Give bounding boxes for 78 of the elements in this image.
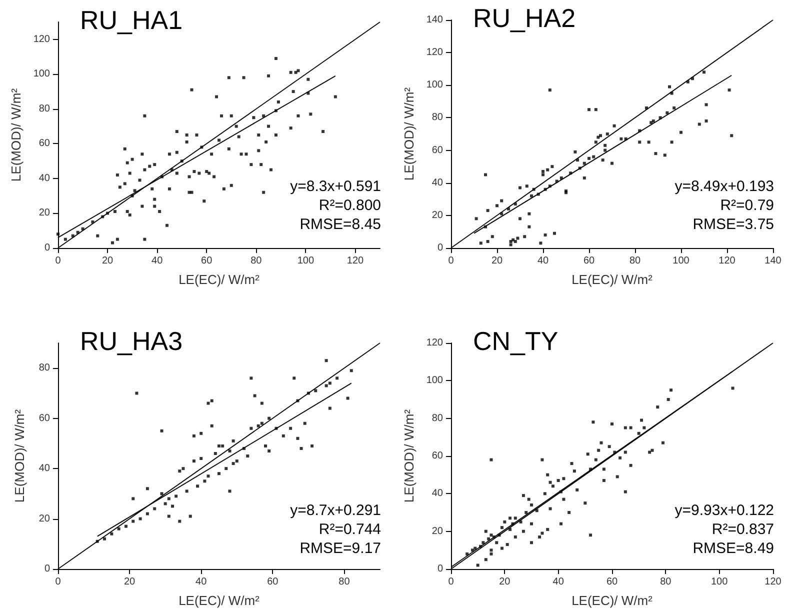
- annotation: y=8.3x+0.591: [290, 178, 382, 195]
- x-tick-label: 40: [196, 576, 208, 588]
- y-tick-label: 80: [38, 362, 50, 374]
- x-tick-label: 60: [267, 576, 279, 588]
- chart-title: RU_HA3: [80, 326, 183, 356]
- y-tick-label: 100: [426, 80, 444, 91]
- y-tick-label: 60: [432, 450, 444, 462]
- y-tick-label: 140: [426, 14, 444, 26]
- x-axis-title: LE(EC)/ W/m²: [572, 593, 654, 608]
- annotation: y=9.93x+0.122: [674, 502, 774, 519]
- y-tick-label: 40: [38, 172, 50, 184]
- annotation: R²=0.837: [712, 521, 774, 538]
- y-tick-label: 40: [432, 488, 444, 500]
- x-axis-title: LE(EC)/ W/m²: [178, 593, 260, 608]
- y-tick-label: 60: [432, 144, 444, 156]
- y-tick-label: 80: [432, 412, 444, 424]
- x-tick-label: 20: [124, 576, 136, 588]
- x-tick-label: 100: [672, 256, 690, 266]
- chart-title: CN_TY: [473, 326, 558, 356]
- x-tick-label: 0: [55, 256, 62, 266]
- y-tick-label: 60: [38, 138, 50, 150]
- annotation: RMSE=8.45: [300, 216, 382, 233]
- x-tick-label: 40: [152, 256, 164, 266]
- y-tick-label: 100: [33, 68, 50, 80]
- y-tick-label: 20: [38, 513, 50, 524]
- y-tick-label: 40: [432, 177, 444, 188]
- x-tick-label: 100: [710, 576, 728, 588]
- y-tick-label: 120: [426, 47, 444, 58]
- y-tick-label: 20: [432, 526, 444, 537]
- x-axis-title: LE(EC)/ W/m²: [572, 272, 654, 287]
- y-axis-title: LE(MOD)/ W/m²: [401, 86, 416, 181]
- x-axis-title: LE(EC)/ W/m²: [178, 272, 260, 287]
- x-tick-label: 140: [764, 256, 782, 266]
- x-tick-label: 40: [552, 576, 564, 588]
- x-tick-label: 40: [537, 256, 549, 266]
- y-tick-label: 60: [38, 412, 50, 424]
- chart-title: RU_HA2: [473, 3, 576, 33]
- annotation: RMSE=8.49: [692, 540, 774, 557]
- annotation: R²=0.744: [318, 521, 381, 538]
- y-tick-label: 100: [426, 375, 444, 386]
- x-tick-label: 80: [629, 256, 641, 266]
- x-tick-label: 60: [583, 256, 595, 266]
- x-tick-label: 100: [297, 256, 314, 266]
- y-tick-label: 80: [432, 112, 444, 124]
- chart-title: RU_HA1: [80, 5, 183, 35]
- y-tick-label: 20: [432, 210, 444, 221]
- x-tick-label: 0: [55, 576, 62, 588]
- annotation: RMSE=9.17: [300, 540, 382, 557]
- x-tick-label: 20: [102, 256, 114, 266]
- x-tick-label: 80: [250, 256, 262, 266]
- annotation: y=8.7x+0.291: [290, 502, 382, 519]
- annotation: R²=0.79: [720, 197, 774, 214]
- annotation: RMSE=3.75: [692, 216, 774, 233]
- x-tick-label: 80: [660, 576, 672, 588]
- y-axis-title: LE(MOD)/ W/m²: [8, 88, 24, 182]
- x-tick-label: 120: [346, 256, 364, 266]
- x-tick-label: 120: [764, 576, 782, 588]
- x-tick-label: 0: [448, 256, 454, 266]
- y-tick-label: 40: [38, 463, 50, 474]
- y-tick-label: 120: [426, 338, 444, 348]
- annotation: R²=0.800: [318, 197, 381, 214]
- x-tick-label: 60: [201, 256, 213, 266]
- y-tick-label: 0: [437, 242, 444, 254]
- y-tick-label: 80: [38, 103, 50, 114]
- x-tick-label: 0: [448, 576, 454, 588]
- y-tick-label: 120: [33, 34, 50, 45]
- x-tick-label: 20: [499, 576, 511, 588]
- y-tick-label: 0: [437, 564, 444, 574]
- y-tick-label: 0: [44, 564, 50, 574]
- x-tick-label: 80: [338, 576, 350, 588]
- y-axis-title: LE(MOD)/ W/m²: [12, 408, 27, 503]
- x-tick-label: 20: [491, 256, 503, 266]
- x-tick-label: 120: [718, 256, 736, 266]
- y-tick-label: 0: [44, 242, 50, 254]
- y-axis-title: LE(MOD)/ W/m²: [401, 408, 416, 503]
- x-tick-label: 60: [606, 576, 618, 588]
- annotation: y=8.49x+0.193: [674, 178, 774, 195]
- y-tick-label: 20: [38, 208, 50, 219]
